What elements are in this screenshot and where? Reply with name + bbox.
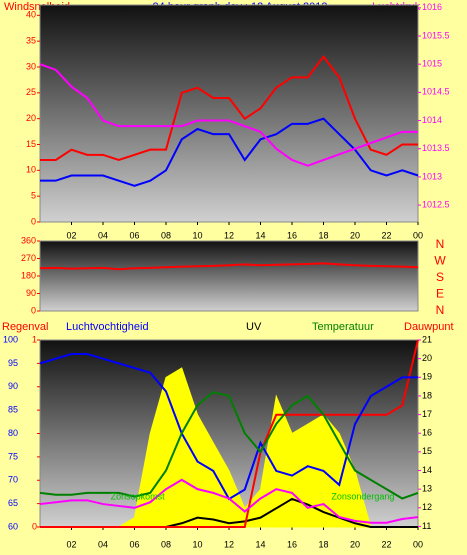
- y2-tick-label: 1012.5: [422, 199, 450, 209]
- y-tick-label: 20: [26, 113, 36, 123]
- y-tick-label: 90: [26, 288, 36, 298]
- x-tick-label: 18: [318, 539, 328, 549]
- y-tick-label: 270: [21, 253, 36, 263]
- y-tick-label: 40: [26, 10, 36, 20]
- y2-tick-label: 1015.5: [422, 30, 450, 40]
- legend-entry: UV: [246, 321, 262, 333]
- y-tick-label: 75: [8, 451, 18, 461]
- y-tick-label: 0: [31, 216, 36, 226]
- y-tick-label: 100: [3, 334, 18, 344]
- y-tick-label: 30: [26, 61, 36, 71]
- series-line: [39, 478, 419, 524]
- x-tick-label: 10: [192, 230, 202, 240]
- legend-entry: Luchtvochtigheid: [66, 321, 149, 333]
- series-line: [39, 63, 418, 167]
- x-tick-label: 04: [98, 230, 108, 240]
- y-tick-label: 10: [26, 165, 36, 175]
- y2-tick-label: 1013.5: [422, 143, 450, 153]
- x-tick-label: 02: [66, 539, 76, 549]
- legend-entry: Temperatuur: [312, 321, 374, 333]
- series-line: [40, 55, 418, 162]
- legend-entry: Regenval: [2, 321, 48, 333]
- series-line: [39, 262, 419, 271]
- y2-tick-label: 12: [422, 502, 432, 512]
- y-tick-label: 90: [8, 381, 18, 391]
- y2-tick-label: 17: [422, 409, 432, 419]
- y2-tick-label: 1014: [422, 115, 442, 125]
- y-tick-label: 85: [8, 405, 18, 415]
- y2-tick-label: N: [436, 237, 445, 251]
- x-tick-label: 20: [350, 539, 360, 549]
- y2-tick-label: 1015: [422, 59, 442, 69]
- x-tick-label: 20: [350, 230, 360, 240]
- x-tick-label: 00: [413, 539, 423, 549]
- series-line: [39, 391, 419, 500]
- x-tick-label: 08: [161, 539, 171, 549]
- x-tick-label: 08: [161, 230, 171, 240]
- y-tick-label: 25: [26, 87, 36, 97]
- y-tick-label: 360: [21, 235, 36, 245]
- annotation: Zonsopkomst: [111, 491, 166, 501]
- x-tick-label: 16: [287, 539, 297, 549]
- y-tick-label: 35: [26, 36, 36, 46]
- x-tick-label: 04: [98, 539, 108, 549]
- x-tick-label: 12: [224, 230, 234, 240]
- y-tick-label: 180: [21, 270, 36, 280]
- plot-area: [39, 4, 419, 223]
- y-tick-label: 5: [31, 191, 36, 201]
- annotation: Zonsondergang: [331, 491, 394, 501]
- y2-tick-label: W: [434, 254, 446, 268]
- x-tick-label: 22: [381, 230, 391, 240]
- y2-tick-label: S: [436, 270, 444, 284]
- y3-tick-label: 0: [32, 521, 37, 531]
- y2-tick-label: 1016: [422, 2, 442, 12]
- y2-tick-label: 20: [422, 353, 432, 363]
- y2-tick-label: 21: [422, 334, 432, 344]
- y2-tick-label: 15: [422, 446, 432, 456]
- x-tick-label: 16: [287, 230, 297, 240]
- y2-tick-label: 14: [422, 465, 432, 475]
- x-tick-label: 12: [224, 539, 234, 549]
- y-tick-label: 60: [8, 521, 18, 531]
- y2-tick-label: 1013: [422, 171, 442, 181]
- y2-tick-label: 19: [422, 372, 432, 382]
- y2-tick-label: 1014.5: [422, 87, 450, 97]
- x-tick-label: 06: [129, 230, 139, 240]
- plot-area: [39, 240, 419, 312]
- y-tick-label: 80: [8, 428, 18, 438]
- x-tick-label: 00: [413, 230, 423, 240]
- x-tick-label: 14: [255, 230, 265, 240]
- y2-tick-label: E: [436, 287, 444, 301]
- legend-entry: Dauwpunt: [404, 321, 454, 333]
- y-tick-label: 0: [31, 305, 36, 315]
- x-tick-label: 18: [318, 230, 328, 240]
- y2-tick-label: N: [436, 303, 445, 317]
- x-tick-label: 06: [129, 539, 139, 549]
- y2-tick-label: 11: [422, 521, 431, 531]
- y-tick-label: 65: [8, 498, 18, 508]
- y2-tick-label: 13: [422, 484, 432, 494]
- x-tick-label: 10: [192, 539, 202, 549]
- y3-tick-label: 1: [32, 334, 37, 344]
- series-line: [40, 339, 419, 528]
- y2-tick-label: 18: [422, 390, 432, 400]
- y-tick-label: 15: [26, 139, 36, 149]
- y-tick-label: 70: [8, 475, 18, 485]
- y-tick-label: 95: [8, 358, 18, 368]
- y2-tick-label: 16: [422, 428, 432, 438]
- x-tick-label: 02: [66, 230, 76, 240]
- x-tick-label: 14: [255, 539, 265, 549]
- x-tick-label: 22: [381, 539, 391, 549]
